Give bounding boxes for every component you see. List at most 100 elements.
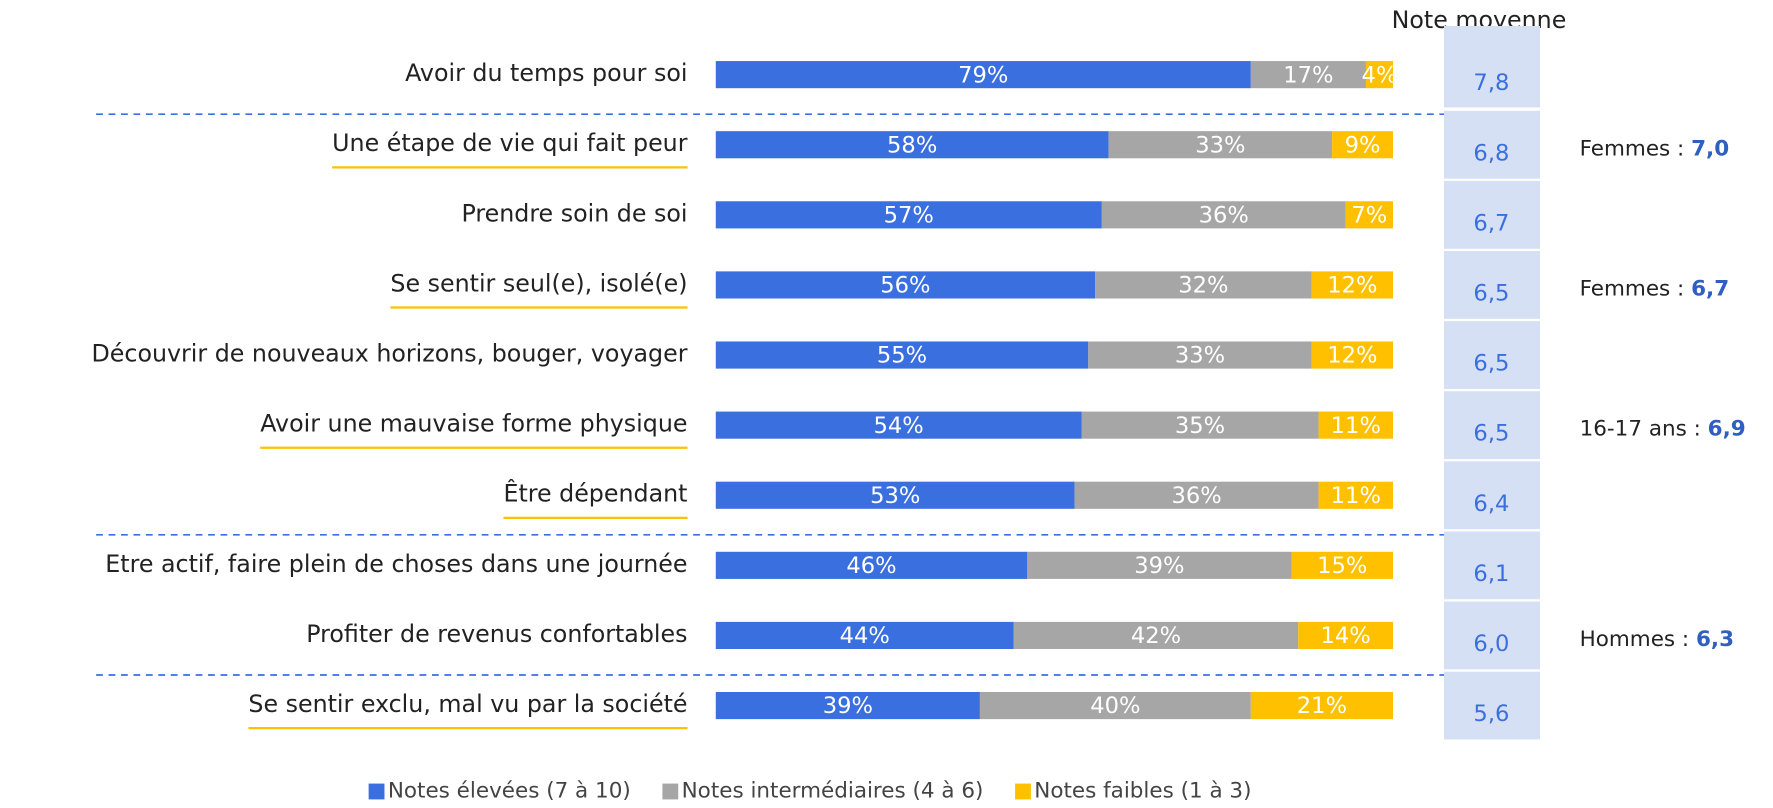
value-label: 9% xyxy=(1345,132,1381,158)
value-label: 15% xyxy=(1317,553,1367,579)
bar-segment xyxy=(715,201,1102,229)
mean-value: 6,5 xyxy=(1473,421,1509,447)
legend-swatch xyxy=(662,783,679,800)
value-label: 56% xyxy=(880,273,930,299)
value-label: 33% xyxy=(1195,132,1245,158)
value-label: 12% xyxy=(1327,343,1377,369)
value-label: 11% xyxy=(1331,483,1381,509)
legend-label: Notes faibles (1 à 3) xyxy=(1034,778,1251,803)
category-label: Une étape de vie qui fait peur xyxy=(332,129,688,157)
value-label: 14% xyxy=(1321,623,1371,649)
bar-segment xyxy=(1027,551,1292,579)
mean-value: 6,1 xyxy=(1473,561,1509,587)
value-label: 21% xyxy=(1297,693,1347,719)
bar-segment xyxy=(1095,271,1312,299)
bar-segment xyxy=(715,551,1028,579)
mean-cell xyxy=(1443,531,1541,600)
annotation-text: Femmes : xyxy=(1580,136,1685,161)
category-label: Se sentir seul(e), isolé(e) xyxy=(390,269,687,297)
category-label: Découvrir de nouveaux horizons, bouger, … xyxy=(92,340,688,368)
legend-swatch xyxy=(368,783,385,800)
bar-segment xyxy=(1013,621,1299,650)
mean-cell xyxy=(1443,391,1541,460)
annotation: Hommes : 6,3 xyxy=(1580,627,1734,652)
value-label: 40% xyxy=(1090,693,1140,719)
bar-segment xyxy=(1332,131,1394,159)
bar-segment xyxy=(1108,131,1333,159)
legend-label: Notes intermédiaires (4 à 6) xyxy=(682,778,984,803)
value-label: 46% xyxy=(846,553,896,579)
bar-segment xyxy=(1250,61,1366,89)
annotation: 16-17 ans : 6,9 xyxy=(1580,417,1746,442)
category-label: Avoir une mauvaise forme physique xyxy=(260,410,687,438)
annotation-text: Hommes : xyxy=(1580,627,1690,652)
bar-segment xyxy=(1074,481,1319,509)
mean-value: 6,4 xyxy=(1473,491,1509,517)
bar-segment xyxy=(715,341,1089,369)
legend-swatch xyxy=(1015,783,1031,800)
mean-cell xyxy=(1443,601,1541,670)
mean-cell xyxy=(1443,180,1541,249)
value-label: 11% xyxy=(1331,413,1381,439)
value-label: 39% xyxy=(1134,553,1184,579)
bar-segment xyxy=(1088,341,1312,369)
annotation: Femmes : 7,0 xyxy=(1580,136,1730,161)
category-label: Être dépendant xyxy=(503,480,687,508)
value-label: 44% xyxy=(840,623,890,649)
annotation-value: 6,9 xyxy=(1708,417,1746,442)
bar-segment xyxy=(1298,621,1394,650)
annotation-text: Femmes : xyxy=(1580,276,1685,301)
bar-segment xyxy=(715,621,1014,650)
annotation-value: 6,7 xyxy=(1691,276,1729,301)
legend-label: Notes élevées (7 à 10) xyxy=(388,778,631,803)
mean-cell xyxy=(1443,251,1541,319)
bar-segment xyxy=(1365,61,1394,89)
bar-segment xyxy=(715,131,1109,159)
bar-segment xyxy=(1318,411,1394,439)
category-label: Etre actif, faire plein de choses dans u… xyxy=(105,550,687,578)
mean-cell xyxy=(1443,461,1541,530)
bar-segment xyxy=(715,61,1251,89)
bar-segment xyxy=(1345,201,1394,229)
value-label: 55% xyxy=(877,343,927,369)
mean-value: 6,5 xyxy=(1473,351,1509,377)
mean-value: 6,0 xyxy=(1473,631,1509,657)
bar-segment xyxy=(1318,481,1394,509)
annotation-text: 16-17 ans : xyxy=(1580,417,1701,442)
bar-segment xyxy=(715,481,1075,509)
category-label: Se sentir exclu, mal vu par la société xyxy=(248,690,687,718)
value-label: 17% xyxy=(1283,62,1333,88)
value-label: 42% xyxy=(1131,623,1181,649)
bar-segment xyxy=(715,691,980,720)
mean-cell xyxy=(1443,26,1541,108)
value-label: 79% xyxy=(958,62,1008,88)
bar-segment xyxy=(1081,411,1319,439)
value-label: 7% xyxy=(1351,202,1387,228)
value-label: 4% xyxy=(1362,62,1398,88)
value-label: 57% xyxy=(884,202,934,228)
mean-value: 5,6 xyxy=(1473,701,1509,727)
value-label: 39% xyxy=(823,693,873,719)
value-label: 36% xyxy=(1199,202,1249,228)
value-label: 12% xyxy=(1327,273,1377,299)
category-label: Prendre soin de soi xyxy=(461,199,687,227)
value-label: 58% xyxy=(887,132,937,158)
bar-segment xyxy=(715,271,1096,299)
bar-segment xyxy=(1311,341,1394,369)
mean-cell xyxy=(1443,321,1541,389)
mean-value: 6,8 xyxy=(1473,140,1509,166)
category-label: Profiter de revenus confortables xyxy=(306,620,687,648)
mean-cell xyxy=(1443,671,1541,740)
mean-value: 7,8 xyxy=(1473,70,1509,96)
bar-segment xyxy=(1250,691,1394,720)
value-label: 35% xyxy=(1175,413,1225,439)
bar-segment xyxy=(1291,551,1394,579)
value-label: 32% xyxy=(1178,273,1228,299)
bar-segment xyxy=(979,691,1251,720)
category-label: Avoir du temps pour soi xyxy=(405,59,687,87)
bar-segment xyxy=(1101,201,1346,229)
value-label: 36% xyxy=(1172,483,1222,509)
annotation-value: 7,0 xyxy=(1691,136,1729,161)
value-label: 53% xyxy=(870,483,920,509)
